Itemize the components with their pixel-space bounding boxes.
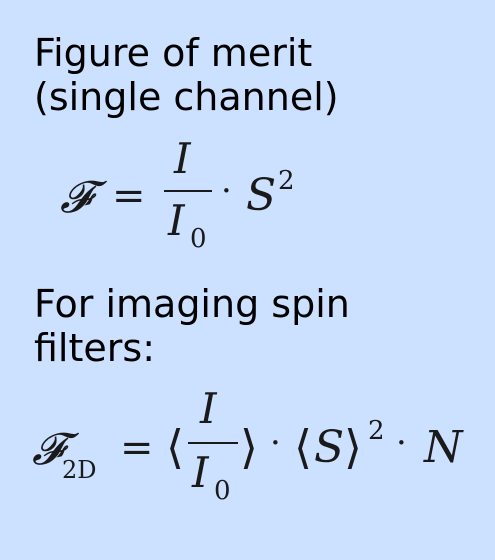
exponent: 2 <box>368 416 385 446</box>
dot-operator: · <box>396 423 407 463</box>
single-channel-equation: 𝓕 = I I 0 · S 2 <box>60 138 320 258</box>
script-f-symbol: 𝓕 <box>32 424 65 475</box>
exponent: 2 <box>278 166 295 196</box>
figure-of-merit-heading: Figure of merit (single channel) <box>34 31 339 119</box>
right-angle-bracket: ⟩ <box>344 420 362 474</box>
fraction-numerator: I <box>174 134 191 183</box>
imaging-equation: 𝓕 2D = ⟨ I I 0 ⟩ · ⟨ S ⟩ 2 · N <box>32 388 482 508</box>
dot-operator: · <box>270 423 281 463</box>
variable-s: S <box>314 422 345 473</box>
lhs-subscript: 2D <box>62 456 97 484</box>
heading-line: (single channel) <box>34 75 339 119</box>
fraction-denominator-subscript: 0 <box>190 224 207 254</box>
imaging-spin-filters-heading: For imaging spin filters: <box>34 282 350 370</box>
heading-line: filters: <box>34 326 155 370</box>
left-angle-bracket: ⟨ <box>294 420 312 474</box>
variable-n: N <box>424 422 463 473</box>
left-angle-bracket: ⟨ <box>166 420 184 474</box>
heading-line: Figure of merit <box>34 31 313 75</box>
fraction-denominator-subscript: 0 <box>214 476 231 506</box>
dot-operator: · <box>221 171 232 211</box>
fraction-denominator: I <box>168 196 185 245</box>
equals-sign: = <box>112 173 146 219</box>
equals-sign: = <box>120 425 154 471</box>
fraction-denominator: I <box>192 448 209 497</box>
heading-line: For imaging spin <box>34 282 350 326</box>
script-f-symbol: 𝓕 <box>60 172 93 223</box>
variable-s: S <box>246 170 277 221</box>
fraction-numerator: I <box>200 384 217 433</box>
right-angle-bracket: ⟩ <box>240 420 258 474</box>
fraction-bar <box>164 190 212 192</box>
fraction-bar <box>188 442 238 444</box>
